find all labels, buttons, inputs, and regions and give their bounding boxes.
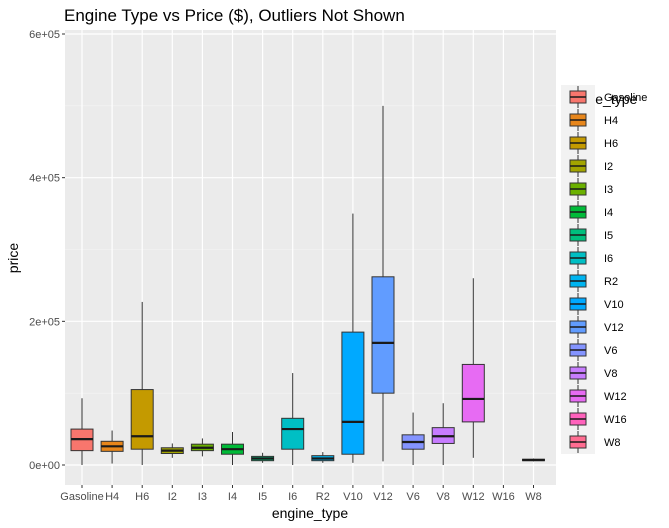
legend-label: V6 [604,345,617,357]
box-i2 [160,443,184,458]
legend-label: W12 [604,391,627,403]
y-axis: 0e+00 2e+05 4e+05 6e+05 [29,29,65,472]
legend-label: I2 [604,161,613,173]
box-iqr [281,417,305,450]
x-axis-label: engine_type [272,505,349,521]
x-tick-label: I3 [198,491,207,503]
x-tick-label: I4 [228,491,237,503]
x-tick-label: I6 [288,491,297,503]
legend-label: Gasoline [604,92,647,104]
legend-item-h4: H4 [561,108,618,132]
x-tick-label: V8 [436,491,449,503]
legend-item-v8: V8 [561,361,617,385]
legend-label: W16 [604,414,627,426]
y-axis-label: price [5,243,21,274]
legend-label: I4 [604,207,613,219]
legend-label: W8 [604,437,621,449]
x-tick-label: R2 [316,491,330,503]
legend-item-v6: V6 [561,338,617,362]
legend-item-i4: I4 [561,200,613,224]
box-i3 [190,438,214,457]
legend-label: H4 [604,115,618,127]
legend-item-i5: I5 [561,223,613,247]
legend-label: I3 [604,184,613,196]
box-h6 [130,301,154,465]
box-v10 [341,213,365,463]
x-tick-label: W8 [525,491,542,503]
box-v12 [371,105,395,462]
box-iqr [371,276,395,394]
legend-item-w16: W16 [561,407,627,431]
x-tick-label: I5 [258,491,267,503]
x-tick-label: Gasoline [60,491,103,503]
legend-item-w12: W12 [561,384,627,408]
legend-item-h6: H6 [561,131,618,155]
legend-label: V10 [604,299,624,311]
legend-label: I6 [604,253,613,265]
y-tick-label: 2e+05 [29,316,60,328]
box-r2 [311,452,335,463]
box-i5 [251,452,275,463]
boxes [70,105,545,465]
y-tick-label: 0e+00 [29,460,60,472]
legend-label: H6 [604,138,618,150]
legend-item-v10: V10 [561,292,624,316]
legend-item-v12: V12 [561,315,624,339]
x-tick-label: H6 [135,491,149,503]
x-tick-label: V6 [406,491,419,503]
box-v6 [401,412,425,465]
legend-item-i3: I3 [561,177,613,201]
x-tick-label: V12 [373,491,393,503]
legend-label: I5 [604,230,613,242]
y-tick-label: 6e+05 [29,29,60,41]
box-iqr [341,331,365,455]
legend-label: V12 [604,322,624,334]
y-tick-label: 4e+05 [29,173,60,185]
legend-item-gasoline: Gasoline [561,85,647,109]
box-gasoline [70,398,94,465]
x-tick-label: V10 [343,491,363,503]
legend-item-r2: R2 [561,269,618,293]
legend: engine_type GasolineH4H6I2I3I4I5I6R2V10V… [561,85,647,454]
legend-item-w8: W8 [561,430,621,454]
box-w12 [461,278,485,458]
legend-label: R2 [604,276,618,288]
x-axis: Gasoline H4 H6 I2 I3 I4 I5 I6 R2 V10 V12 V6 V8 W12 W16… [60,485,542,503]
legend-item-i6: I6 [561,246,613,270]
x-tick-label: I2 [168,491,177,503]
box-iqr [130,389,154,450]
legend-label: V8 [604,368,617,380]
legend-item-i2: I2 [561,154,613,178]
x-tick-label: W12 [462,491,485,503]
x-tick-label: W16 [492,491,515,503]
box-i4 [221,431,244,465]
box-w8 [522,458,545,462]
chart-title: Engine Type vs Price ($), Outliers Not S… [64,6,405,25]
box-iqr [461,363,485,423]
x-tick-label: H4 [105,491,119,503]
box-v8 [431,403,455,465]
box-i6 [281,373,305,465]
box-h4 [100,430,124,464]
